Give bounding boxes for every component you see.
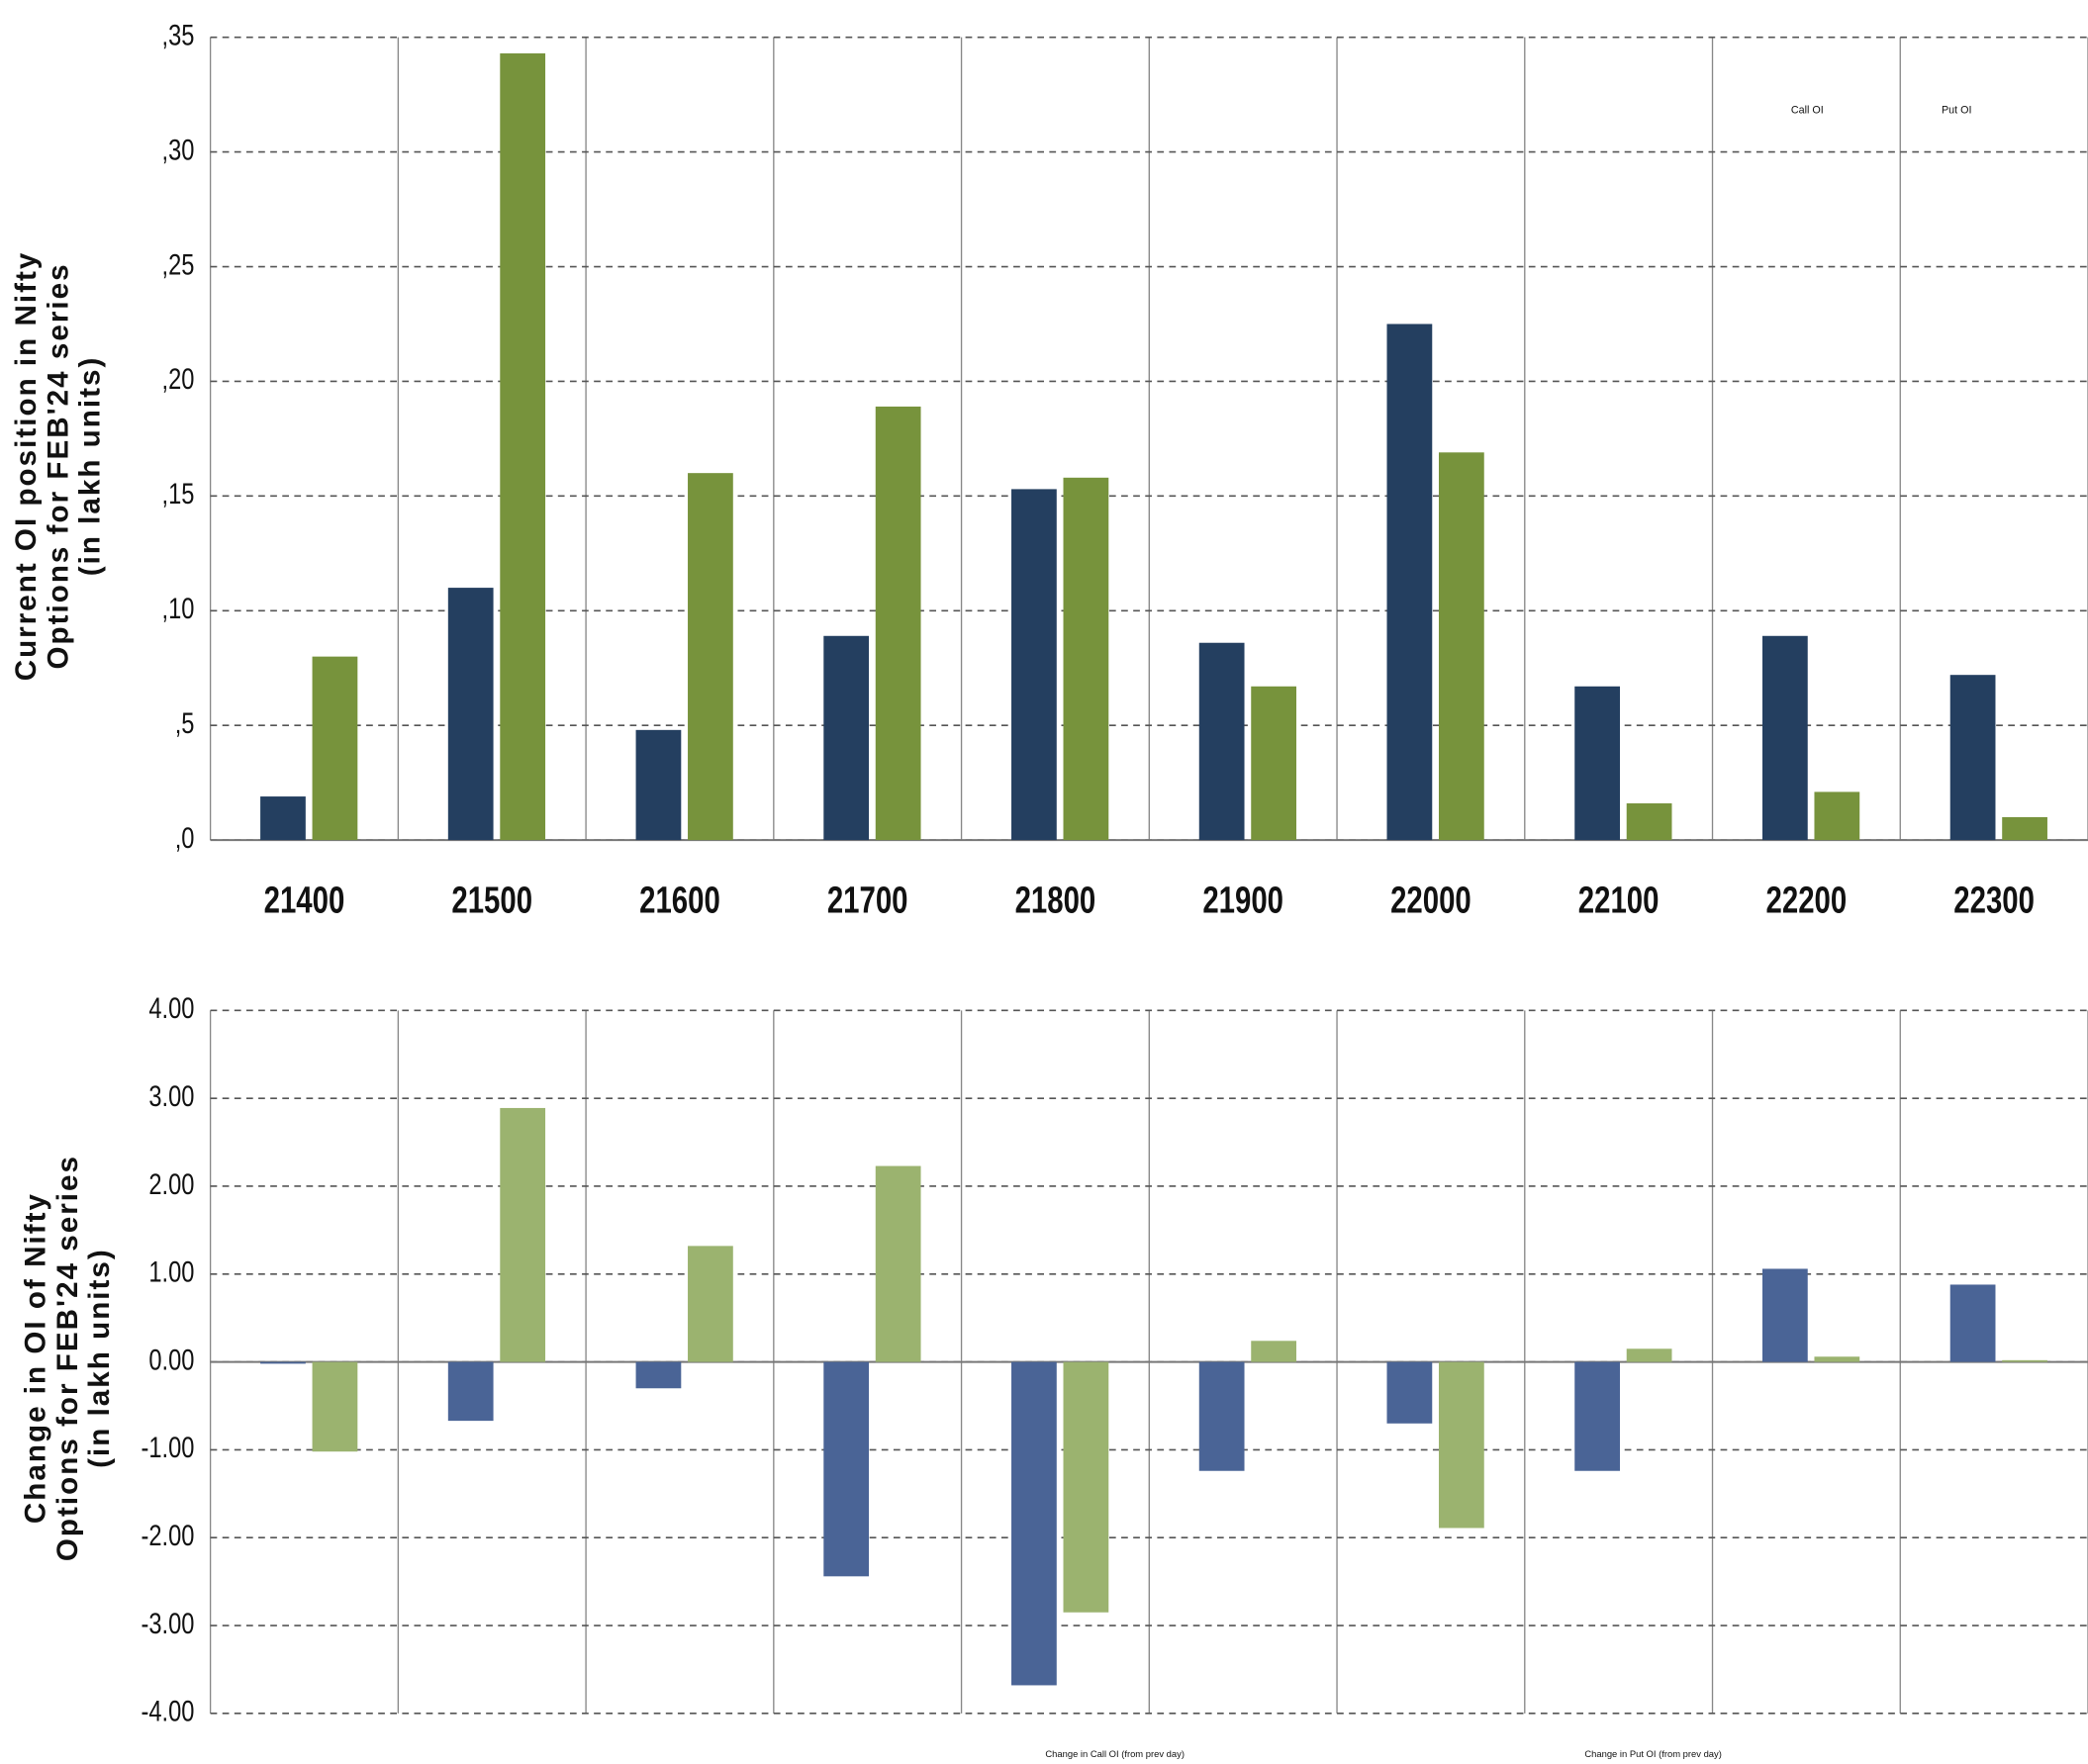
legend-label: Change in Put OI (from prev day): [1584, 1748, 1722, 1759]
bar: [688, 473, 733, 841]
y-tick-label: -2.00: [142, 1520, 195, 1552]
y-tick-label: ,35: [162, 19, 195, 51]
bar: [447, 588, 494, 841]
y-tick-label: ,10: [162, 593, 195, 625]
bar: [500, 1107, 546, 1362]
y-axis-title-line: (in lakh units): [74, 356, 107, 577]
bar: [823, 635, 870, 841]
bar: [1949, 675, 1996, 841]
y-tick-label: -3.00: [142, 1607, 195, 1639]
bar: [635, 729, 682, 841]
legend-label: Change in Call OI (from prev day): [1045, 1748, 1185, 1759]
bar: [1011, 489, 1057, 841]
bar: [1574, 1361, 1620, 1471]
y-tick-label: 2.00: [148, 1167, 194, 1200]
bar: [1011, 1361, 1057, 1686]
x-tick-label: 22300: [1953, 880, 2035, 921]
y-axis-title-line: Current OI position in Nifty: [10, 251, 43, 682]
bar: [1063, 1361, 1109, 1613]
bar: [500, 52, 546, 841]
x-tick-label: 21800: [1015, 880, 1096, 921]
bar: [1814, 791, 1860, 841]
y-axis-title-line: (in lakh units): [83, 1248, 116, 1468]
y-tick-label: ,0: [175, 821, 195, 854]
bar: [688, 1246, 733, 1362]
x-tick-label: 22100: [1578, 880, 1660, 921]
bar: [1251, 686, 1297, 841]
bar: [1251, 1341, 1297, 1362]
bar: [1386, 324, 1433, 841]
bar: [2002, 1359, 2047, 1362]
x-tick-label: 21700: [827, 880, 908, 921]
bar: [1438, 452, 1484, 841]
bar: [312, 656, 358, 841]
bar: [447, 1361, 494, 1422]
x-tick-label: 21600: [639, 880, 720, 921]
y-axis-title: Current OI position in Nifty Options for …: [10, 251, 107, 682]
y-tick-label: 4.00: [148, 992, 194, 1025]
bar: [875, 406, 921, 841]
y-tick-label: -4.00: [142, 1695, 195, 1727]
x-tick-label: 22000: [1390, 880, 1471, 921]
y-axis-title: Change in OI of Nifty Options for FEB'24 …: [19, 1155, 116, 1561]
bar: [260, 796, 306, 841]
y-tick-label: ,20: [162, 363, 195, 396]
bar: [1626, 1348, 1672, 1362]
bar: [2002, 816, 2047, 841]
bar: [1574, 686, 1620, 841]
bar: [823, 1361, 870, 1577]
bar: [1386, 1361, 1433, 1424]
x-tick-label: 22200: [1766, 880, 1848, 921]
y-tick-label: 0.00: [148, 1344, 194, 1376]
bar: [1761, 1268, 1808, 1362]
y-axis-title-line: Options for FEB'24 series: [51, 1155, 84, 1561]
bar: [1198, 1361, 1245, 1471]
y-tick-label: ,30: [162, 134, 195, 166]
bar: [875, 1165, 921, 1362]
x-tick-label: 21900: [1202, 880, 1283, 921]
y-axis-title-line: Options for FEB'24 series: [42, 262, 74, 669]
bar: [1949, 1284, 1996, 1362]
y-tick-label: ,25: [162, 248, 195, 281]
bar: [1626, 803, 1672, 841]
legend-label: Put OI: [1942, 105, 1971, 117]
bar: [312, 1361, 358, 1452]
y-tick-label: 1.00: [148, 1255, 194, 1288]
bar: [1063, 477, 1109, 841]
y-tick-label: -1.00: [142, 1432, 195, 1464]
y-tick-label: 3.00: [148, 1079, 194, 1112]
bar: [1198, 642, 1245, 841]
legend-label: Call OI: [1791, 105, 1824, 117]
y-tick-label: ,5: [175, 707, 195, 740]
y-axis-title-line: Change in OI of Nifty: [19, 1192, 51, 1524]
x-tick-label: 21500: [451, 880, 532, 921]
bar: [635, 1361, 682, 1389]
bar: [260, 1361, 306, 1364]
x-tick-label: 21400: [264, 880, 345, 921]
bar: [1761, 635, 1808, 841]
y-tick-label: ,15: [162, 478, 195, 511]
bar: [1814, 1356, 1860, 1362]
bar: [1438, 1361, 1484, 1529]
